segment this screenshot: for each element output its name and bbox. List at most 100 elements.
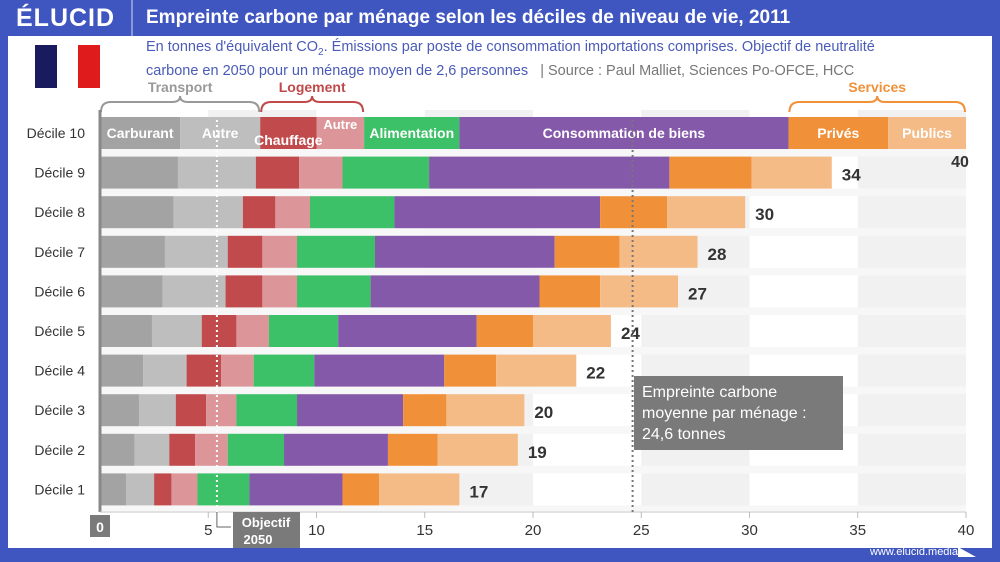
category-label: Décile 4: [34, 363, 85, 379]
bar-segment-carburant: [100, 315, 152, 347]
bar-segment-carburant: [100, 117, 181, 149]
x-tick-label: 0: [96, 519, 104, 535]
bar-segment-chauffage: [175, 394, 207, 427]
bar-segment-priv-s: [669, 156, 752, 189]
header-divider: [131, 0, 133, 36]
row-gap: [100, 426, 966, 434]
bar-segment-autre-logement-: [236, 315, 269, 347]
x-tick-label: 30: [741, 522, 758, 539]
bar-segment-autre-transport-: [180, 117, 261, 149]
series-label: Publics: [902, 125, 952, 141]
annotation-line3: 24,6 tonnes: [642, 426, 726, 443]
x-tick-label: 40: [958, 522, 975, 539]
row-gap: [100, 267, 966, 276]
category-label: Décile 3: [34, 402, 85, 418]
elucid-mark-icon: [958, 547, 976, 557]
category-label: Décile 1: [34, 481, 85, 497]
bar-segment-alimentation: [297, 275, 371, 308]
group-label: Logement: [279, 79, 346, 95]
category-label: Décile 2: [34, 442, 85, 458]
france-flag-icon: [35, 45, 101, 88]
category-label: Décile 6: [34, 283, 85, 299]
bar-segment-autre-transport-: [173, 196, 243, 229]
row-gap: [100, 228, 966, 236]
bar-segment-consommation-de-biens: [394, 196, 601, 229]
bar-segment-autre-logement-: [262, 275, 298, 308]
bar-segment-carburant: [100, 473, 126, 506]
x-tick-label: 20: [525, 522, 542, 539]
group-brace: [260, 95, 365, 113]
bar-segment-priv-s: [387, 433, 438, 466]
bar-segment-priv-s: [342, 473, 380, 506]
flag-stripe-red: [78, 45, 101, 88]
source-text: | Source : Paul Malliet, Sciences Po-OFC…: [540, 62, 855, 79]
bar-segment-alimentation: [227, 433, 285, 466]
bar-segment-publics: [446, 394, 525, 427]
bar-segment-autre-logement-: [316, 117, 365, 149]
group-label: Services: [848, 79, 906, 95]
bar-segment-autre-transport-: [162, 275, 226, 308]
zero-tick-box: [90, 515, 110, 537]
bar-segment-priv-s: [476, 315, 533, 347]
bar-segment-autre-transport-: [164, 235, 228, 268]
bar-segment-alimentation: [297, 235, 375, 268]
series-label: Alimentation: [369, 125, 454, 141]
series-label: Consommation de biens: [543, 125, 706, 141]
row-gap: [100, 465, 966, 474]
bar-segment-chauffage: [260, 117, 317, 149]
elucid-logo: ÉLUCID: [16, 4, 116, 32]
series-label: Chauffage: [254, 132, 323, 148]
bar-segment-publics: [888, 117, 966, 149]
bar-segment-publics: [533, 315, 611, 347]
series-label: Privés: [817, 125, 859, 141]
subtitle-sub: 2: [318, 46, 324, 58]
x-tick-label: 15: [416, 522, 433, 539]
bar-segment-consommation-de-biens: [284, 433, 388, 466]
group-label: Transport: [148, 79, 213, 95]
total-label: 19: [528, 443, 547, 462]
x-tick-label: 35: [849, 522, 866, 539]
objective-connector: [216, 512, 231, 528]
category-label: Décile 9: [34, 165, 85, 181]
bar-segment-publics: [496, 354, 577, 387]
flag-stripe-blue: [35, 45, 57, 88]
bar-segment-autre-logement-: [262, 235, 298, 268]
bar-segment-autre-logement-: [299, 156, 343, 189]
x-tick-label: 25: [633, 522, 650, 539]
chart-title: Empreinte carbone par ménage selon les d…: [146, 7, 791, 28]
total-label: 28: [708, 245, 727, 264]
bar-segment-consommation-de-biens: [338, 315, 477, 347]
footer-url[interactable]: www.elucid.media: [869, 546, 958, 558]
category-label: Décile 7: [34, 244, 85, 260]
bar-segment-publics: [600, 275, 679, 308]
row-gap: [100, 505, 966, 513]
bar-segment-carburant: [100, 156, 178, 189]
bar-segment-priv-s: [788, 117, 889, 149]
bar-segment-carburant: [100, 235, 165, 268]
bar-segment-consommation-de-biens: [370, 275, 540, 308]
bar-segment-alimentation: [364, 117, 460, 149]
bar-segment-publics: [751, 156, 832, 189]
group-brace: [100, 95, 261, 113]
row-gap: [100, 386, 966, 395]
category-label: Décile 10: [27, 125, 86, 141]
bar-segment-priv-s: [403, 394, 447, 427]
objective-label-box: [233, 512, 300, 548]
total-label: 20: [534, 403, 553, 422]
bar-segment-chauffage: [169, 433, 196, 466]
bar-segment-consommation-de-biens: [374, 235, 555, 268]
total-label: 34: [842, 166, 861, 185]
bar-segment-priv-s: [539, 275, 601, 308]
bar-segment-publics: [379, 473, 460, 506]
bar-segment-publics: [437, 433, 518, 466]
bar-segment-chauffage: [154, 473, 172, 506]
total-label: 24: [621, 324, 640, 343]
bar-segment-consommation-de-biens: [429, 156, 670, 189]
total-label: 30: [755, 205, 774, 224]
bar-segment-autre-transport-: [125, 473, 155, 506]
bar-segment-chauffage: [201, 315, 237, 347]
subtitle-line2: carbone en 2050 pour un ménage moyen de …: [146, 62, 529, 79]
bar-segment-autre-transport-: [143, 354, 187, 387]
average-footprint-annotation: Empreinte carbone moyenne par ménage : 2…: [634, 376, 843, 450]
